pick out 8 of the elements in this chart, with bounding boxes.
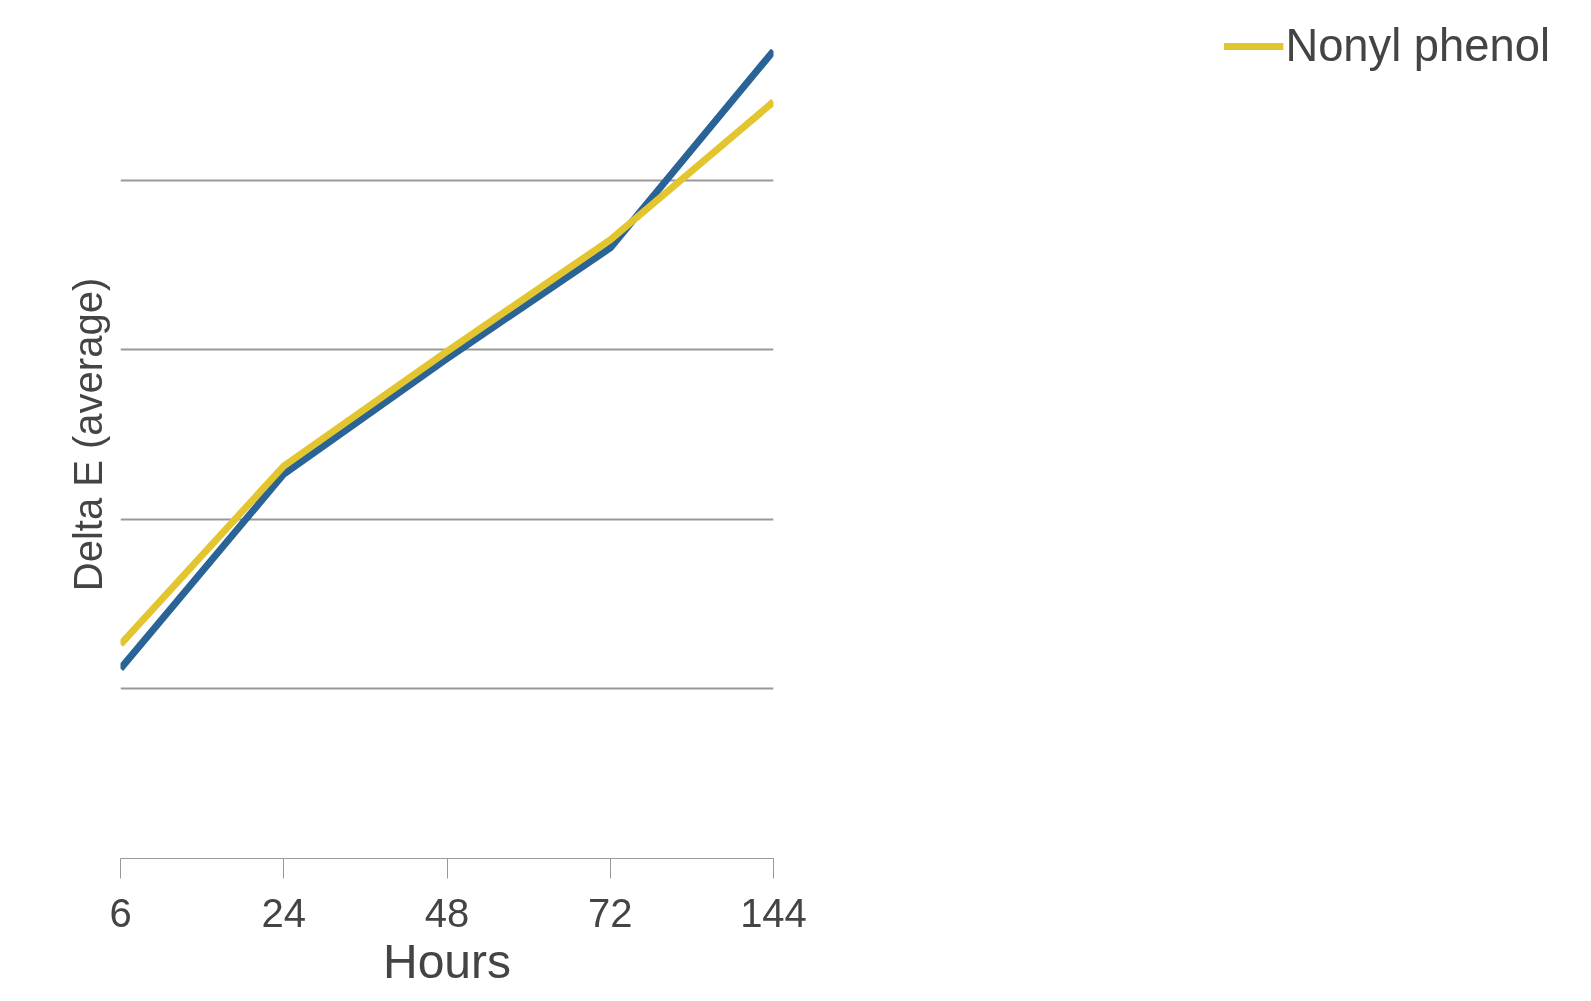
x-tick-label: 24 xyxy=(261,890,306,935)
x-tick-label: 72 xyxy=(588,890,633,935)
legend-label: Nonyl phenol xyxy=(1285,20,1550,72)
y-axis-title: Delta E (average) xyxy=(65,277,110,592)
x-axis-title: Hours xyxy=(382,934,512,988)
x-tick-label: 6 xyxy=(109,890,132,935)
x-tick-label: 48 xyxy=(424,890,470,935)
x-tick-label: 144 xyxy=(740,890,807,935)
